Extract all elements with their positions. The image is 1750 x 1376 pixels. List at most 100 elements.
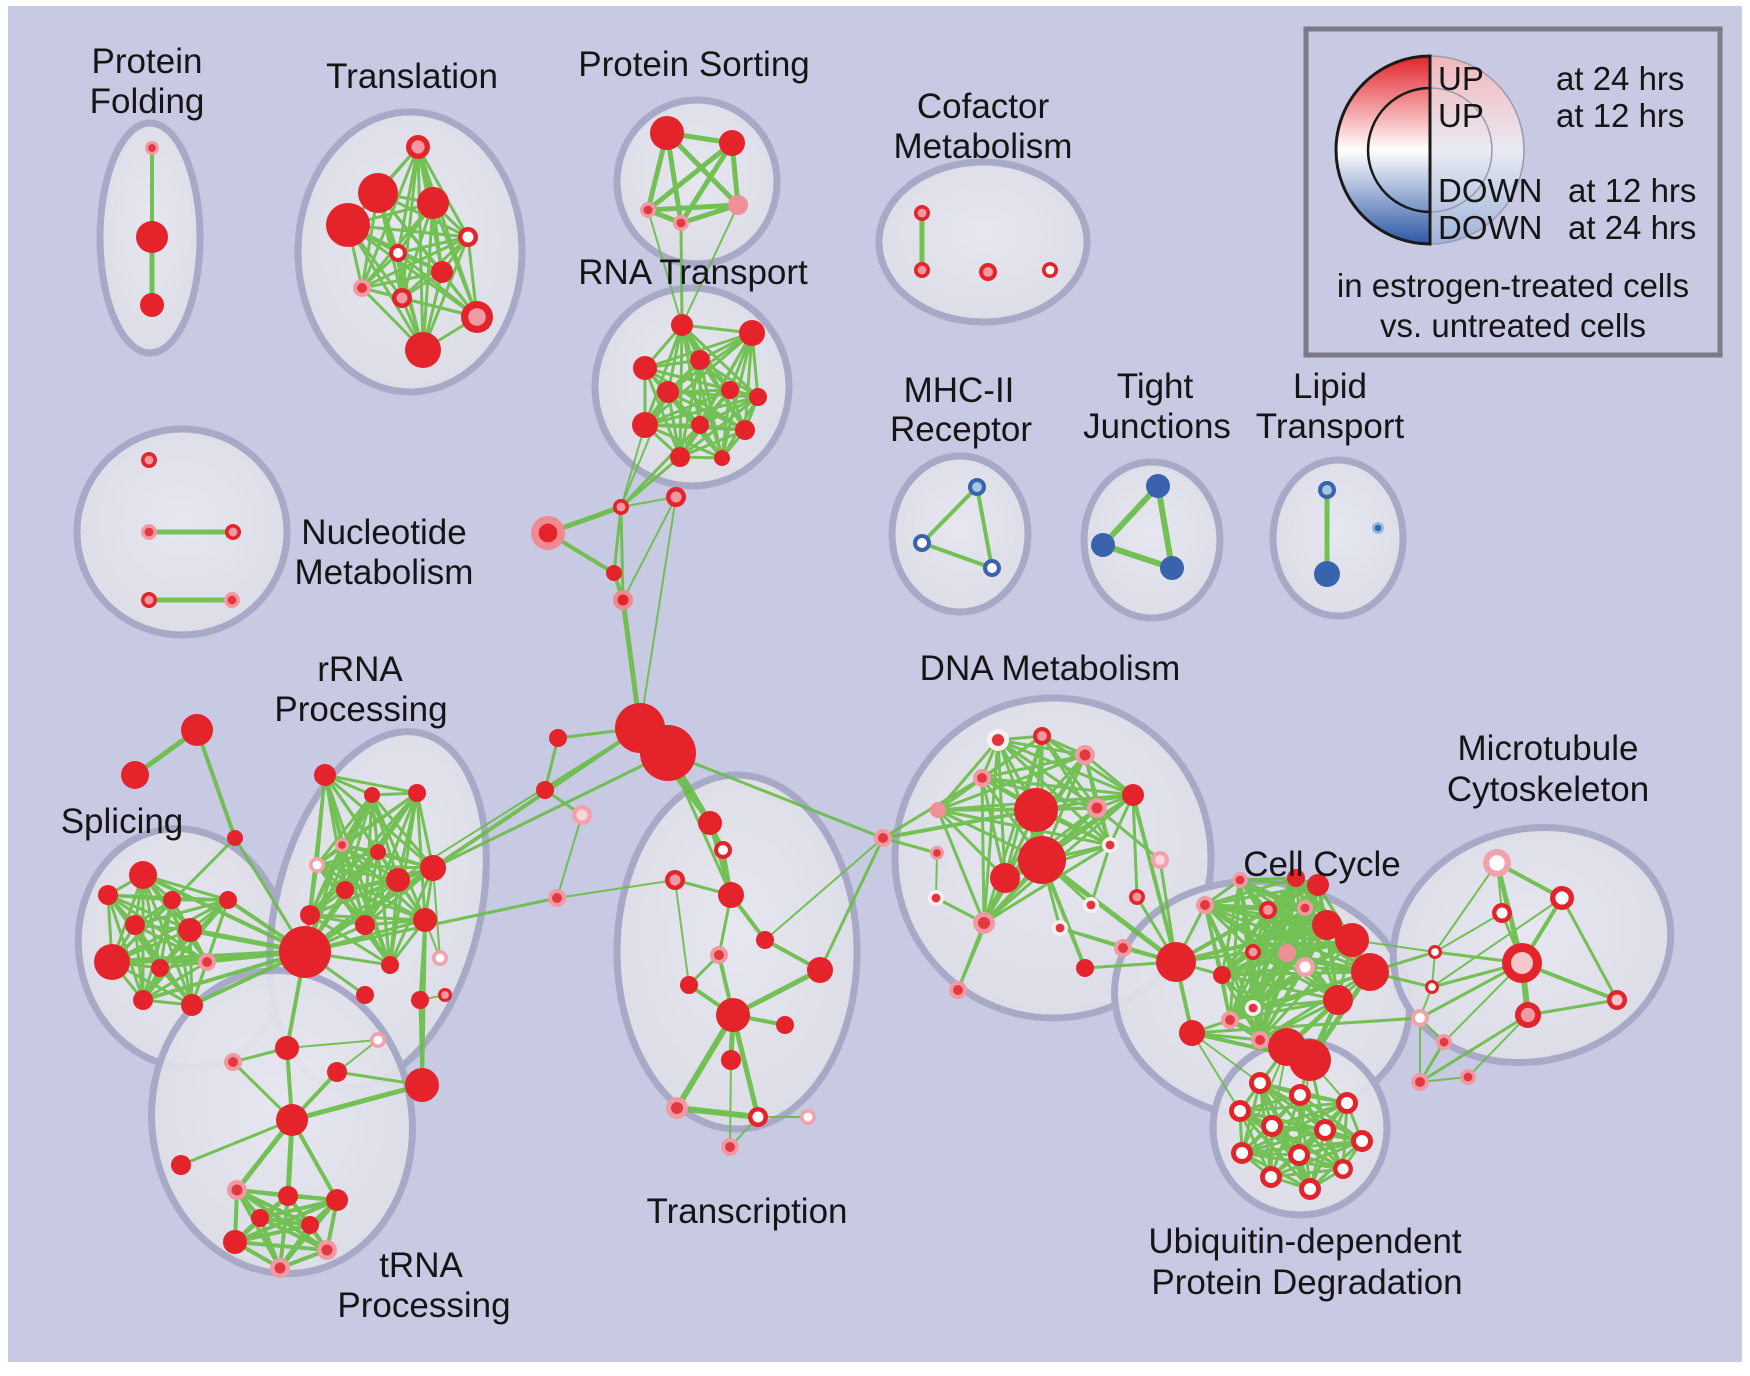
network-edge	[346, 223, 425, 352]
node-25-ring	[749, 388, 767, 406]
network-edge	[666, 390, 760, 399]
legend-footnote-1: vs. untreated cells	[1380, 307, 1646, 344]
network-edge	[1258, 923, 1329, 1042]
network-edge	[1241, 1046, 1288, 1154]
node-117-ring	[721, 1050, 741, 1070]
node-37-core	[987, 563, 997, 573]
network-edge	[936, 808, 986, 925]
node-83-ring	[275, 1036, 299, 1060]
cluster-label-cofactor-metabolism-1: Metabolism	[894, 127, 1073, 166]
network-edge	[141, 950, 307, 1002]
network-edge	[1467, 1014, 1529, 1078]
network-edge	[315, 850, 380, 867]
node-57-ring	[94, 944, 130, 980]
node-49-ring	[181, 714, 213, 746]
node-107-ring	[698, 811, 722, 835]
node-103-core	[552, 893, 562, 903]
node-91-ring	[223, 1230, 247, 1254]
network-edge	[980, 776, 1135, 797]
node-87-core	[373, 1035, 383, 1045]
network-edge	[1155, 483, 1175, 571]
node-20-ring	[739, 320, 765, 346]
legend-direction-2: DOWN	[1438, 172, 1542, 209]
network-edge	[308, 866, 435, 917]
network-edge	[360, 235, 470, 290]
cluster-ellipse-protein-sorting	[613, 96, 781, 268]
node-22-ring	[690, 350, 710, 370]
network-edge	[980, 776, 1007, 880]
node-188-core	[1303, 1182, 1317, 1196]
node-177-core	[1253, 1076, 1267, 1090]
node-159-ring	[1268, 1028, 1306, 1066]
node-139-core	[1105, 840, 1115, 850]
node-19-ring	[671, 314, 693, 336]
network-edge	[643, 366, 682, 459]
network-edge	[1238, 1101, 1349, 1113]
node-133-ring	[990, 863, 1020, 893]
network-edge	[233, 1240, 329, 1252]
network-edge	[431, 201, 479, 319]
node-124-core	[1079, 749, 1091, 761]
network-edge	[421, 235, 470, 352]
node-8-core	[393, 248, 403, 258]
node-68-ring	[370, 844, 386, 860]
network-edge	[622, 496, 677, 601]
node-60-ring	[133, 990, 153, 1010]
network-edge	[141, 873, 307, 954]
node-59-core	[202, 957, 212, 967]
network-edge	[1100, 542, 1175, 571]
node-18-ring	[728, 195, 748, 215]
network-edge	[729, 1059, 732, 1148]
node-126-ring	[930, 802, 946, 818]
network-edge	[1316, 883, 1340, 1002]
legend-node-glyph-half	[1429, 87, 1493, 213]
cluster-label-ubiquitin-degradation-0: Ubiquitin-dependent	[1148, 1222, 1462, 1261]
node-41-core	[1322, 485, 1332, 495]
node-64-ring	[364, 787, 380, 803]
node-146-core	[1200, 900, 1210, 910]
node-7-core	[462, 231, 474, 243]
network-edge	[975, 485, 994, 570]
node-81-ring	[276, 1104, 308, 1136]
network-edge	[666, 751, 885, 840]
node-63-ring	[314, 764, 336, 786]
legend-time-3: at 24 hrs	[1568, 209, 1696, 246]
node-24-ring	[721, 381, 739, 399]
network-edge	[1131, 793, 1178, 964]
network-edge	[289, 1082, 425, 1123]
node-34-core	[1045, 265, 1055, 275]
node-65-ring	[408, 784, 426, 802]
network-edge	[996, 738, 1112, 847]
node-163-core	[1225, 1015, 1235, 1025]
network-edge	[360, 270, 444, 290]
node-121-core	[725, 1142, 735, 1152]
cluster-label-nucleotide-metabolism-1: Metabolism	[295, 553, 474, 592]
node-181-core	[1265, 1119, 1279, 1133]
node-131-core	[878, 833, 888, 843]
network-edge	[1100, 483, 1161, 548]
node-69-ring	[336, 881, 354, 899]
node-6-ring	[326, 203, 370, 247]
network-edge	[643, 388, 732, 427]
node-80-core	[441, 991, 449, 999]
network-edge	[647, 209, 683, 326]
node-33-core	[983, 267, 993, 277]
node-150-ring	[1287, 869, 1305, 887]
network-edge	[1220, 876, 1298, 977]
cluster-label-mhc-ii-receptor-0: MHC-II	[904, 371, 1015, 410]
node-136-core	[1055, 923, 1065, 933]
legend-direction-0: UP	[1438, 60, 1484, 97]
node-165-core	[1431, 948, 1439, 956]
network-edge	[346, 223, 479, 319]
node-144-ring	[1179, 1020, 1205, 1046]
node-75-ring	[279, 926, 331, 978]
node-115-ring	[716, 998, 750, 1032]
network-edge	[818, 836, 885, 972]
node-44-core	[144, 455, 154, 465]
cluster-ellipse-lipid-transport	[1269, 456, 1407, 620]
node-106-core	[576, 809, 588, 821]
network-edge	[1431, 897, 1563, 988]
node-145-core	[953, 985, 963, 995]
node-186-core	[1337, 1163, 1349, 1175]
